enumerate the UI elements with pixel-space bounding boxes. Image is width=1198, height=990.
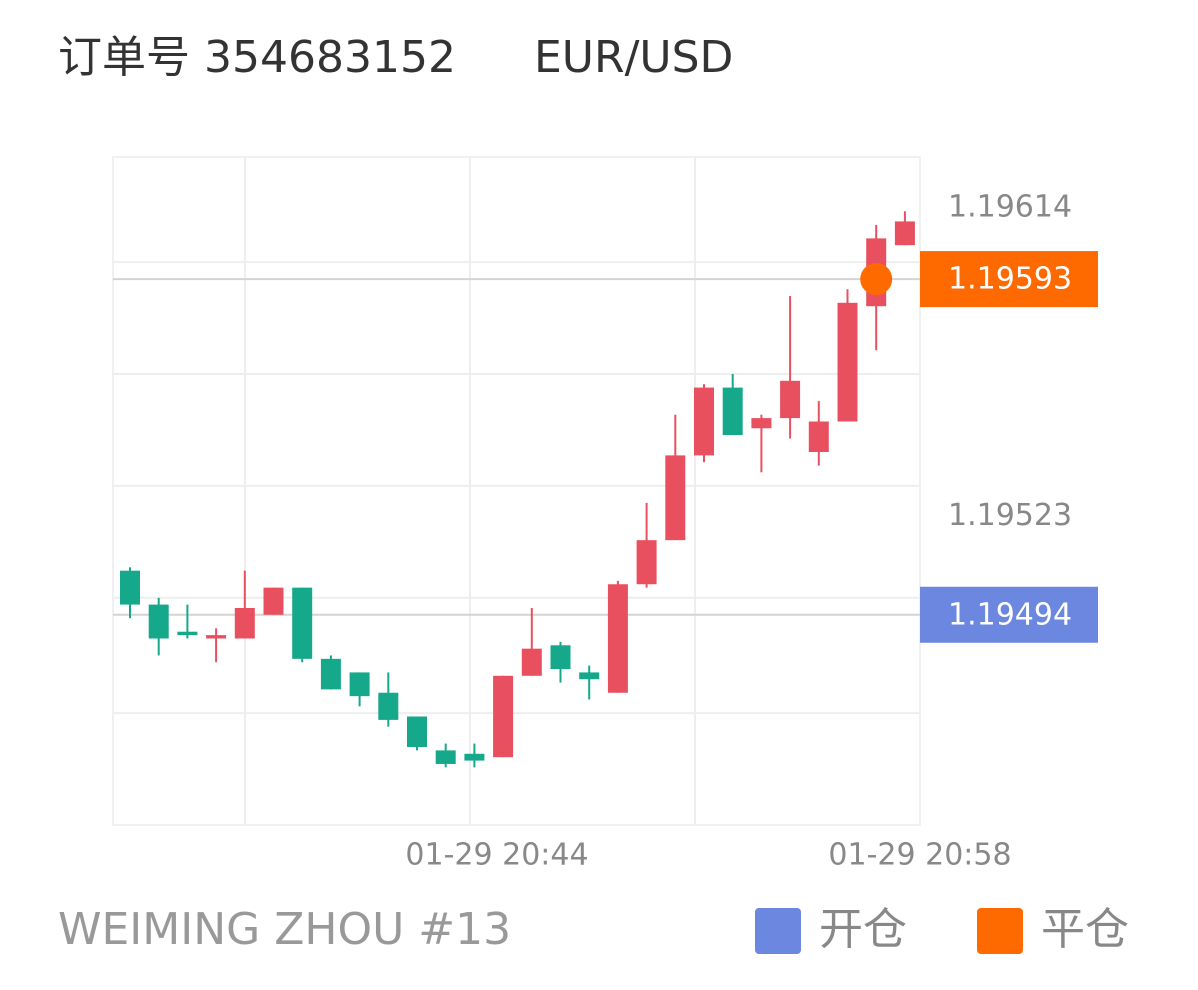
candle-body bbox=[636, 540, 657, 585]
candle-body bbox=[206, 635, 227, 639]
candle-body bbox=[320, 658, 341, 690]
candle-body bbox=[722, 387, 743, 436]
candle-body bbox=[177, 631, 198, 636]
candle-body bbox=[263, 587, 284, 615]
candle-body bbox=[837, 302, 858, 422]
price-tag bbox=[920, 251, 1098, 308]
candle-body bbox=[751, 418, 772, 429]
candle-body bbox=[464, 753, 485, 761]
x-tick-label: 01-29 20:58 bbox=[828, 838, 1011, 873]
candle-body bbox=[694, 387, 714, 456]
candle-body bbox=[808, 421, 829, 453]
candle-body bbox=[120, 570, 140, 605]
price-tag-label: 1.19593 bbox=[948, 262, 1072, 297]
candle-body bbox=[550, 645, 571, 670]
order-number: 订单号 354683152 bbox=[58, 32, 456, 83]
candle-body bbox=[148, 604, 169, 639]
price-tag bbox=[920, 586, 1098, 643]
price-tag-label: 1.19494 bbox=[948, 597, 1072, 632]
candle-body bbox=[579, 672, 600, 680]
candle-body bbox=[521, 648, 542, 676]
legend-label: 平仓 bbox=[1041, 904, 1129, 955]
candle-body bbox=[435, 750, 456, 764]
candle-body bbox=[378, 692, 399, 720]
candle-body bbox=[234, 607, 255, 639]
legend-swatch bbox=[977, 908, 1023, 954]
candle-body bbox=[665, 455, 686, 541]
y-tick-label: 1.19614 bbox=[948, 189, 1072, 224]
y-tick-label: 1.19523 bbox=[948, 498, 1072, 533]
x-tick-label: 01-29 20:44 bbox=[405, 838, 588, 873]
symbol: EUR/USD bbox=[534, 32, 733, 83]
candle-body bbox=[407, 716, 427, 748]
close-dot bbox=[860, 263, 893, 296]
plot-frame bbox=[112, 156, 921, 826]
legend-label: 开仓 bbox=[819, 904, 907, 955]
candle-body bbox=[292, 587, 313, 659]
candle-body bbox=[894, 221, 915, 246]
legend-swatch bbox=[755, 908, 801, 954]
candle-body bbox=[349, 672, 370, 697]
candle-body bbox=[607, 584, 628, 693]
account: WEIMING ZHOU #13 bbox=[58, 904, 511, 955]
candle-body bbox=[493, 675, 514, 758]
candle-body bbox=[780, 380, 801, 419]
